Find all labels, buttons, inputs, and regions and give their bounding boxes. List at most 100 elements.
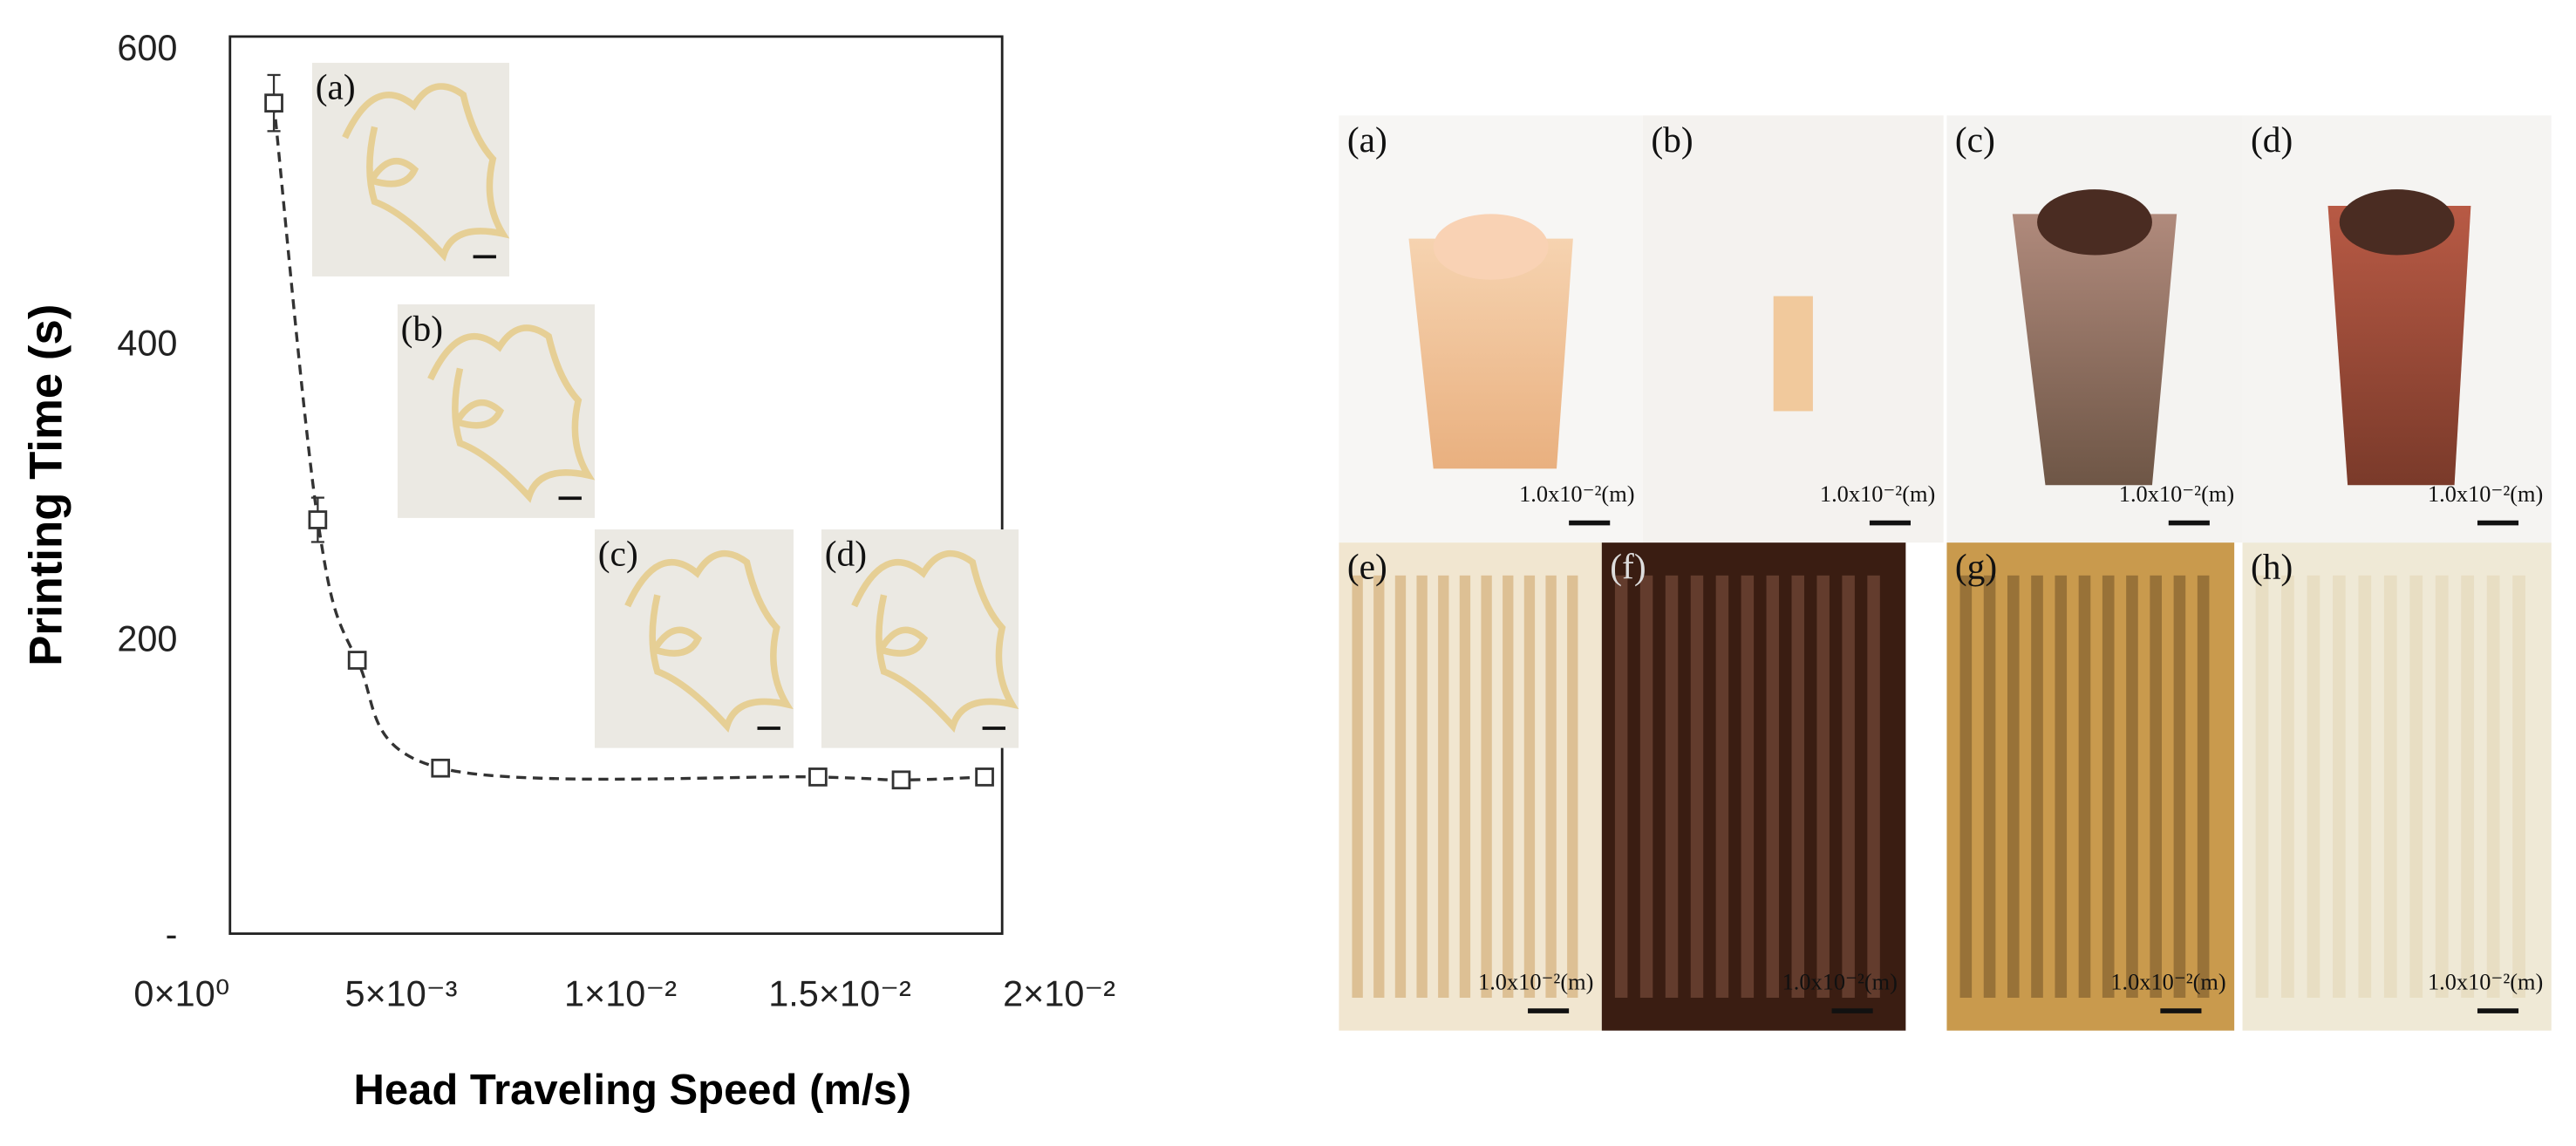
y-tick-label: 400 (117, 323, 177, 364)
x-axis-label: Head Traveling Speed (m/s) (354, 1067, 912, 1114)
printed-line (1959, 575, 1973, 998)
object-opening (1433, 214, 1549, 280)
printed-line (1842, 575, 1855, 998)
printed-line (2281, 575, 2294, 998)
printed-line (2007, 575, 2020, 998)
x-tick-label: 0×10⁰ (133, 972, 229, 1013)
scale-label: 1.0x10⁻²(m) (2110, 970, 2225, 995)
printed-line (1416, 575, 1428, 998)
printed-line (1438, 575, 1449, 998)
printed-line (1481, 575, 1492, 998)
printed-line (2126, 575, 2138, 998)
printed-line (2197, 575, 2210, 998)
object-opening (2339, 189, 2455, 256)
printed-line (1867, 575, 1880, 998)
photo-label: (h) (2251, 547, 2293, 588)
photo-label: (e) (1347, 547, 1387, 588)
photo-label: (c) (1955, 119, 1995, 160)
printed-line (2102, 575, 2115, 998)
printed-line (2435, 575, 2449, 998)
scale-label: 1.0x10⁻²(m) (2428, 970, 2543, 995)
printed-line (1665, 575, 1679, 998)
data-point (891, 770, 911, 790)
printed-line (2333, 575, 2346, 998)
printed-line (1567, 575, 1578, 998)
scale-label: 1.0x10⁻²(m) (2119, 481, 2234, 507)
plot-frame (228, 35, 1004, 935)
y-tick-label: - (166, 914, 178, 955)
printed-line (2486, 575, 2500, 998)
printed-line (1983, 575, 1996, 998)
fit-line (272, 102, 985, 781)
photo-label: (g) (1955, 547, 1997, 588)
printed-line (2383, 575, 2397, 998)
printed-object (1408, 238, 1573, 469)
printed-line (1352, 575, 1363, 998)
y-axis-label: Printing Time (s) (20, 304, 72, 666)
printed-line (1523, 575, 1536, 998)
scale-label: 1.0x10⁻²(m) (1519, 481, 1634, 507)
inset-label: (d) (825, 534, 867, 575)
printed-line (1791, 575, 1804, 998)
scale-label: 1.0x10⁻²(m) (1820, 481, 1935, 507)
data-point (975, 767, 994, 787)
plot: - 200 400 600 0×10⁰ 5×10⁻³ 1×10⁻² 1.5×10⁻² 2×10⁻… (117, 27, 1115, 1014)
printed-line (2255, 575, 2269, 998)
printed-object (2012, 214, 2177, 486)
x-tick-label: 2×10⁻² (1003, 972, 1115, 1013)
printed-line (2358, 575, 2372, 998)
photo-label: (b) (1651, 119, 1693, 160)
data-point (264, 93, 283, 113)
printed-line (1503, 575, 1514, 998)
scale-label: 1.0x10⁻²(m) (1478, 970, 1593, 995)
printed-line (2078, 575, 2091, 998)
printed-line (1816, 575, 1830, 998)
data-point (308, 510, 328, 529)
inset-outline (427, 324, 596, 503)
photo-panels: (a) 1.0x10⁻²(m) (b) 1.0x10⁻²(m) (c) 1.0x10⁻²(… (1339, 115, 2552, 1031)
printed-line (2512, 575, 2525, 998)
inset-outline (342, 83, 510, 262)
insets: (a) (b) (c) (d) (311, 63, 1019, 748)
printed-line (2150, 575, 2162, 998)
inset-outline (851, 549, 1019, 733)
printed-line (1394, 575, 1407, 998)
printed-line (2173, 575, 2186, 998)
printed-line (2307, 575, 2320, 998)
data-point (347, 651, 367, 670)
printed-line (1766, 575, 1780, 998)
y-tick-label: 600 (117, 27, 177, 68)
inset-label: (a) (316, 66, 356, 107)
printed-line (1545, 575, 1557, 998)
scale-label: 1.0x10⁻²(m) (2428, 481, 2543, 507)
photo-label: (f) (1610, 547, 1646, 588)
printed-line (2031, 575, 2043, 998)
printed-line (1741, 575, 1755, 998)
photo-label: (d) (2251, 119, 2293, 160)
data-point (431, 758, 451, 778)
printed-line (2461, 575, 2475, 998)
y-tick-label: 200 (117, 618, 177, 659)
printed-line (2055, 575, 2068, 998)
printed-line (1614, 575, 1628, 998)
printed-line (2409, 575, 2423, 998)
printed-object (1773, 296, 1813, 412)
scale-label: 1.0x10⁻²(m) (1782, 970, 1898, 995)
x-tick-label: 1×10⁻² (564, 972, 677, 1013)
printed-line (1639, 575, 1653, 998)
inset-label: (b) (401, 308, 443, 349)
data-point (808, 767, 828, 787)
printed-line (1715, 575, 1729, 998)
printed-object (2327, 205, 2471, 486)
printed-line (1373, 575, 1385, 998)
inset-outline (624, 549, 794, 733)
inset-label: (c) (598, 534, 638, 575)
printed-line (1690, 575, 1704, 998)
x-tick-label: 1.5×10⁻² (768, 972, 911, 1013)
printed-line (1459, 575, 1471, 998)
x-tick-label: 5×10⁻³ (344, 972, 457, 1013)
photo-label: (a) (1347, 119, 1387, 160)
object-opening (2037, 189, 2152, 256)
